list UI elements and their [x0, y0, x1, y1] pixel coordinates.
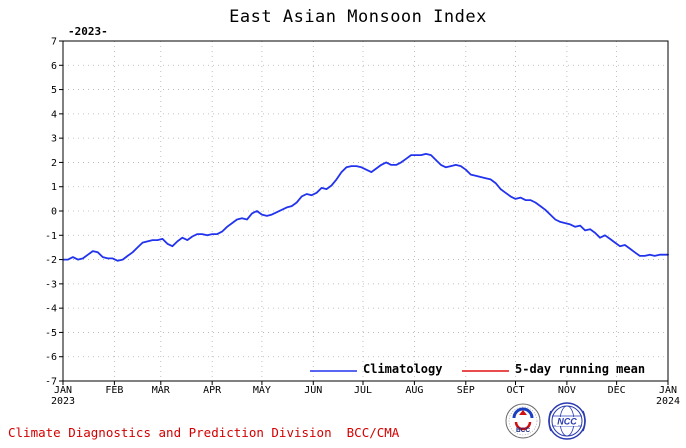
grid — [63, 41, 668, 381]
ncc-logo: NCC — [548, 402, 586, 440]
y-tick-label: 0 — [51, 207, 57, 218]
bcc-logo: BCC — [505, 403, 541, 439]
y-tick-label: 1 — [51, 182, 57, 193]
y-tick-label: 3 — [51, 134, 57, 145]
y-tick-label: -2 — [45, 255, 57, 266]
x-tick-label: SEP — [457, 385, 475, 396]
y-tick-label: -4 — [45, 304, 57, 315]
year-label: -2023- — [68, 25, 108, 38]
series-line-climatology — [62, 152, 669, 262]
x-tick-label: DEC — [608, 385, 626, 396]
y-tick-label: -3 — [45, 279, 57, 290]
plot-frame — [62, 40, 669, 382]
y-tick-label: 6 — [51, 61, 57, 72]
y-tick-label: -5 — [45, 328, 57, 339]
x-tick-year-label: 2023 — [51, 396, 75, 407]
y-tick-label: 2 — [51, 158, 57, 169]
x-tick-label: JAN — [659, 385, 677, 396]
chart-title: East Asian Monsoon Index — [229, 7, 487, 27]
y-tick-label: 5 — [51, 85, 57, 96]
x-tick-label: NOV — [558, 385, 576, 396]
y-tick-label: -6 — [45, 352, 57, 363]
bcc-logo-text: BCC — [516, 427, 530, 434]
y-axis: -7 -6 -5 -4 -3 -2 -1 0 1 2 3 4 5 6 7 — [45, 37, 63, 388]
x-tick-label: OCT — [506, 385, 524, 396]
y-tick-label: 4 — [51, 109, 57, 120]
x-tick-label: JUN — [304, 385, 322, 396]
y-tick-label: 7 — [51, 37, 57, 48]
x-tick-label: JAN — [54, 385, 72, 396]
x-tick-label: FEB — [105, 385, 123, 396]
ncc-logo-text: NCC — [557, 417, 577, 427]
y-tick-label: -7 — [45, 377, 57, 388]
legend-label-climatology: Climatology — [363, 362, 442, 376]
x-tick-label: MAR — [152, 385, 171, 396]
x-tick-label: APR — [203, 385, 222, 396]
footer-division-label: Climate Diagnostics and Prediction Divis… — [8, 425, 400, 440]
legend-label-running-mean: 5-day running mean — [515, 362, 645, 376]
x-tick-label: MAY — [253, 385, 271, 396]
x-tick-label: JUL — [354, 385, 372, 396]
y-tick-label: -1 — [45, 231, 57, 242]
x-tick-year-label: 2024 — [656, 396, 680, 407]
x-tick-label: AUG — [405, 385, 423, 396]
series-lines — [62, 152, 669, 262]
legend: Climatology 5-day running mean — [310, 362, 645, 376]
